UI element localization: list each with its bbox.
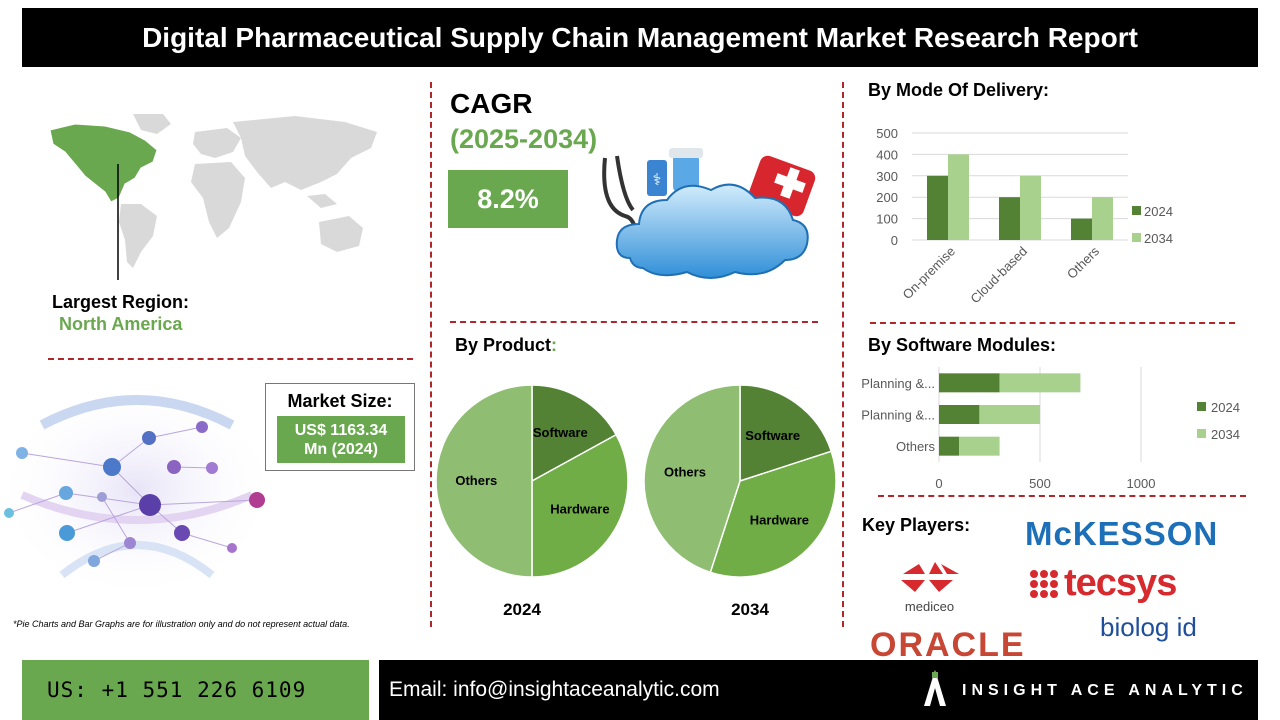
x-tick-label: 500 <box>1029 476 1051 491</box>
y-tick-label: Planning &... <box>861 376 935 391</box>
delivery-section-title: By Mode Of Delivery: <box>868 80 1050 100</box>
network-globe-illustration <box>4 390 267 590</box>
bar-2034 <box>1092 197 1113 240</box>
market-size-value-line1: US$ 1163.34 <box>294 421 388 439</box>
product-pie-charts: Software Hardware Others 2024 Software Hardwa… <box>435 384 837 619</box>
pie-slice-hardware <box>531 433 629 578</box>
mckesson-logo-text: McKESSON <box>1025 515 1219 552</box>
legend-swatch <box>1132 206 1141 215</box>
bar-2024 <box>939 373 1000 393</box>
pie-slice-label: Software <box>745 428 800 443</box>
y-tick-label: 400 <box>876 147 898 162</box>
product-section-title-colon: : <box>551 335 558 355</box>
tecsys-logo: tecsys <box>1028 562 1177 605</box>
footer-contact-bar: Email: info@insightaceanalytic.com INSIG… <box>379 660 1258 720</box>
bar-2034 <box>948 154 969 240</box>
biologid-logo-text: biolog id <box>1100 612 1197 642</box>
product-section-title-text: By Product <box>455 335 552 355</box>
delivery-bar-chart: 0 100 200 300 400 500 On-premise Cloud-based Oth… <box>876 126 1173 307</box>
legend-swatch <box>1132 233 1141 242</box>
bar-2034 <box>1020 175 1041 240</box>
market-size-value: US$ 1163.34 Mn (2024) <box>277 416 405 463</box>
y-tick-label: 200 <box>876 190 898 205</box>
pie-slice-label: Hardware <box>550 501 609 516</box>
divider-region <box>48 358 413 360</box>
market-size-label: Market Size: <box>287 391 393 411</box>
y-tick-label: 300 <box>876 169 898 184</box>
world-map <box>49 114 377 280</box>
tecsys-logo-text: tecsys <box>1064 562 1177 604</box>
pie-slice-label: Others <box>664 464 706 479</box>
x-tick-label: Cloud-based <box>967 244 1030 307</box>
mediceo-logo-text: mediceo <box>904 599 955 614</box>
bar-2024 <box>939 405 980 424</box>
x-tick-label: On-premise <box>899 244 958 303</box>
modules-bar-chart: 0 500 1000 Planning &... Planning &... Others… <box>861 367 1240 491</box>
y-tick-label: 500 <box>876 126 898 141</box>
divider-delivery <box>870 322 1235 324</box>
divider-left <box>430 82 432 627</box>
y-tick-label: Planning &... <box>861 408 935 423</box>
footer-brand: INSIGHT ACE ANALYTIC <box>962 682 1248 699</box>
pie-slice-label: Hardware <box>750 512 809 527</box>
legend-swatch <box>1197 402 1206 411</box>
modules-section-title: By Software Modules: <box>868 335 1057 355</box>
x-tick-label: Others <box>1064 243 1103 282</box>
phone-text: US: +1 551 226 6109 <box>47 678 307 702</box>
bar-2024 <box>999 197 1020 240</box>
mediceo-logo: mediceo <box>892 560 967 614</box>
divider-cagr <box>450 321 818 323</box>
y-tick-label: Others <box>896 439 936 454</box>
bar-2034 <box>999 373 1081 393</box>
pie-slice-hardware <box>709 450 837 578</box>
footer-email[interactable]: Email: info@insightaceanalytic.com <box>389 678 720 701</box>
bar-2034 <box>979 405 1040 424</box>
y-tick-label: 100 <box>876 212 898 227</box>
pie-slice-label: Software <box>533 425 588 440</box>
pie-slice-others <box>435 384 533 578</box>
legend-label: 2024 <box>1211 400 1240 415</box>
bar-2024 <box>927 175 948 240</box>
legend-label: 2034 <box>1211 427 1240 442</box>
pie-slice-software <box>531 384 618 483</box>
cagr-label: CAGR <box>450 88 533 119</box>
mediceo-emblem-icon <box>900 562 959 592</box>
pie-slice-others <box>643 384 741 574</box>
pie-slice-software <box>739 384 833 483</box>
market-size-value-line2: Mn (2024) <box>304 440 378 458</box>
bar-2024 <box>939 436 960 456</box>
pie-slice-label: Others <box>455 473 497 488</box>
divider-modules <box>878 495 1246 497</box>
legend-label: 2034 <box>1144 231 1173 246</box>
report-title: Digital Pharmaceutical Supply Chain Mana… <box>22 8 1258 67</box>
tecsys-dots-icon <box>1030 569 1058 598</box>
legend-label: 2024 <box>1144 204 1173 219</box>
bar-2024 <box>1071 218 1092 240</box>
cloud-medical-illustration: ⚕ <box>602 148 816 279</box>
key-players-title: Key Players: <box>862 515 971 535</box>
cagr-value: 8.2% <box>448 170 568 228</box>
svg-text:⚕: ⚕ <box>653 172 662 189</box>
market-size-card: Market Size: US$ 1163.34 Mn (2024) <box>265 383 415 471</box>
pie-year-label: 2034 <box>731 600 769 619</box>
x-tick-label: 0 <box>935 476 942 491</box>
divider-right <box>842 82 844 627</box>
x-tick-label: 1000 <box>1127 476 1156 491</box>
footer-phone[interactable]: US: +1 551 226 6109 <box>22 660 369 720</box>
bar-2034 <box>959 436 1000 456</box>
product-section-title: By Product: <box>455 335 557 356</box>
insight-ace-logo-icon <box>924 670 946 706</box>
largest-region-value: North America <box>59 314 183 334</box>
y-tick-label: 0 <box>891 233 898 248</box>
cagr-period: (2025-2034) <box>450 124 598 154</box>
biologid-logo: biolog id <box>1100 612 1197 643</box>
oracle-logo: ORACLE <box>870 626 1026 665</box>
legend-swatch <box>1197 429 1206 438</box>
disclaimer-note: *Pie Charts and Bar Graphs are for illus… <box>13 619 350 629</box>
largest-region-label: Largest Region: <box>52 292 190 312</box>
oracle-logo-text: ORACLE <box>870 626 1026 664</box>
pie-year-label: 2024 <box>503 600 541 619</box>
mckesson-logo: McKESSON <box>1025 515 1218 553</box>
